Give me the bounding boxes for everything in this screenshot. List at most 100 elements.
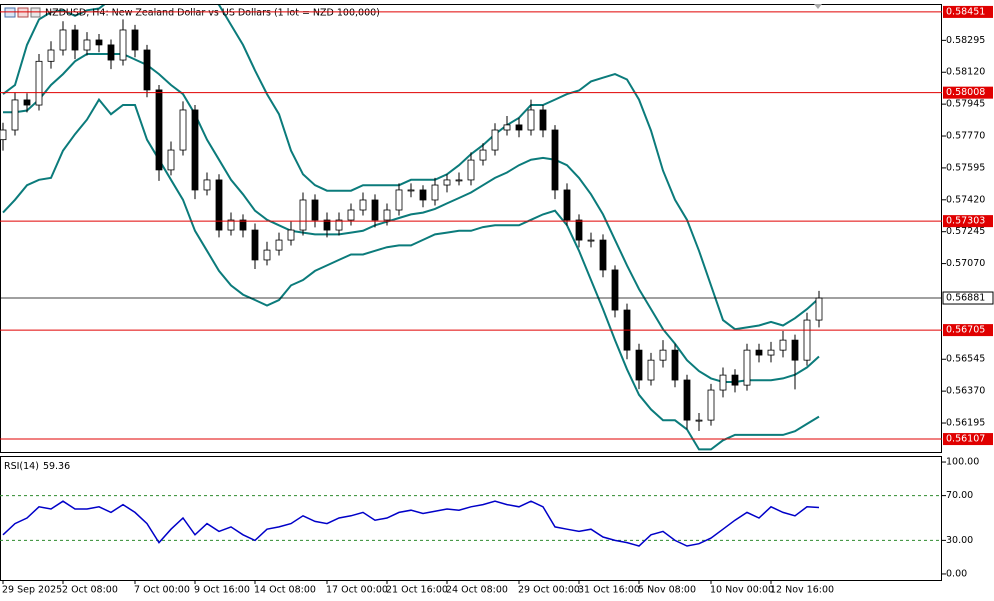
candle-body — [0, 129, 7, 141]
main-panel — [0, 4, 942, 453]
candle-body — [95, 39, 103, 46]
candle-body — [755, 349, 763, 356]
y-tick-label: 0.57245 — [946, 226, 985, 237]
level-tag — [943, 215, 993, 228]
candle-body — [407, 189, 415, 192]
candle-body — [299, 199, 307, 231]
level-label: 0.58008 — [946, 87, 985, 98]
y-tick-label: 0.57420 — [946, 194, 985, 205]
candle-body — [59, 29, 67, 51]
candle-body — [647, 359, 655, 381]
candle-body — [155, 89, 163, 171]
candle-body — [275, 239, 283, 251]
level-tag — [943, 324, 993, 337]
candle-body — [179, 109, 187, 151]
current-price-label: 0.56881 — [946, 293, 985, 304]
candle-body — [491, 129, 499, 151]
rsi-value: 59.36 — [43, 461, 70, 472]
x-tick-label: 2 Oct 08:00 — [62, 585, 118, 596]
candle-body — [551, 129, 559, 191]
candle-body — [575, 219, 583, 241]
candle-body — [671, 349, 679, 381]
x-tick-label: 29 Oct 00:00 — [518, 585, 580, 596]
candle-body — [467, 159, 475, 181]
candle-body — [227, 219, 235, 231]
y-tick-label: 100.00 — [946, 457, 979, 468]
candle-body — [191, 109, 199, 191]
rsi-name: RSI(14) — [4, 461, 39, 472]
candle-body — [683, 379, 691, 421]
candle-body — [107, 44, 115, 61]
icon[interactable] — [30, 7, 41, 18]
x-tick-label: 17 Oct 00:00 — [326, 585, 388, 596]
x-tick-label: 14 Oct 08:00 — [254, 585, 316, 596]
y-tick-label: 0.56545 — [946, 354, 985, 365]
icon[interactable] — [17, 7, 29, 18]
candle-body — [503, 124, 511, 131]
y-tick-label: 0.57070 — [946, 258, 985, 269]
y-tick-label: 0.57945 — [946, 99, 985, 110]
rsi-plot — [0, 495, 942, 547]
y-tick-label: 0.58295 — [946, 35, 985, 46]
y-tick-label: 0.56370 — [946, 386, 985, 397]
candle-body — [359, 199, 367, 211]
candle-body — [539, 109, 547, 131]
candle-body — [239, 219, 247, 231]
candle-body — [23, 99, 31, 106]
candle-body — [743, 349, 751, 386]
candle-body — [119, 29, 127, 61]
candle-body — [383, 209, 391, 221]
candle-body — [479, 149, 487, 161]
rsi-label: RSI(14) 59.36 — [4, 461, 70, 472]
y-tick-label: 0.57770 — [946, 131, 985, 142]
bollinger-band — [2, 5, 820, 331]
candle-body — [143, 49, 151, 91]
x-tick-label: 10 Nov 00:00 — [710, 585, 774, 596]
y-tick-label: 0.58120 — [946, 67, 985, 78]
y-tick-label: 70.00 — [946, 490, 973, 501]
candle-body — [83, 39, 91, 51]
candle-body — [371, 199, 379, 221]
candle-body — [659, 349, 667, 361]
candle-body — [263, 249, 271, 261]
candle-body — [731, 374, 739, 386]
candle-body — [215, 179, 223, 231]
candle-body — [347, 209, 355, 221]
icon[interactable] — [4, 7, 16, 18]
candle-body — [443, 179, 451, 186]
candle-body — [695, 419, 703, 422]
candle-body — [47, 49, 55, 62]
level-tag — [943, 5, 993, 18]
bollinger-band — [3, 53, 820, 383]
level-label: 0.56705 — [946, 325, 985, 336]
x-tick-label: 12 Nov 16:00 — [770, 585, 834, 596]
candle-body — [431, 184, 439, 201]
candle-body — [515, 124, 523, 131]
y-tick-label: 30.00 — [946, 535, 973, 546]
candle-body — [323, 219, 331, 231]
y-tick-label: 0.56195 — [946, 418, 985, 429]
candle-body — [203, 179, 211, 191]
bollinger-band — [2, 97, 820, 451]
level-tag — [943, 86, 993, 99]
toolbar-icons[interactable] — [4, 7, 41, 18]
candle-body — [455, 179, 463, 182]
main-plot — [0, 5, 823, 451]
x-tick-label: 29 Sep 2025 — [2, 585, 62, 596]
candle-body — [11, 99, 19, 131]
candle-body — [719, 374, 727, 391]
rsi-panel — [0, 456, 942, 581]
candle-body — [311, 199, 319, 221]
x-tick-label: 5 Nov 08:00 — [638, 585, 696, 596]
x-tick-label: 24 Oct 08:00 — [446, 585, 508, 596]
x-tick-label: 21 Oct 16:00 — [386, 585, 448, 596]
candle-body — [35, 60, 43, 106]
candle-body — [791, 339, 799, 361]
y-tick-label: 0.00 — [946, 568, 967, 579]
candle-body — [395, 189, 403, 211]
candle-body — [635, 349, 643, 381]
candle-body — [527, 109, 535, 131]
candle-body — [167, 149, 175, 171]
x-tick-label: 9 Oct 16:00 — [194, 585, 250, 596]
